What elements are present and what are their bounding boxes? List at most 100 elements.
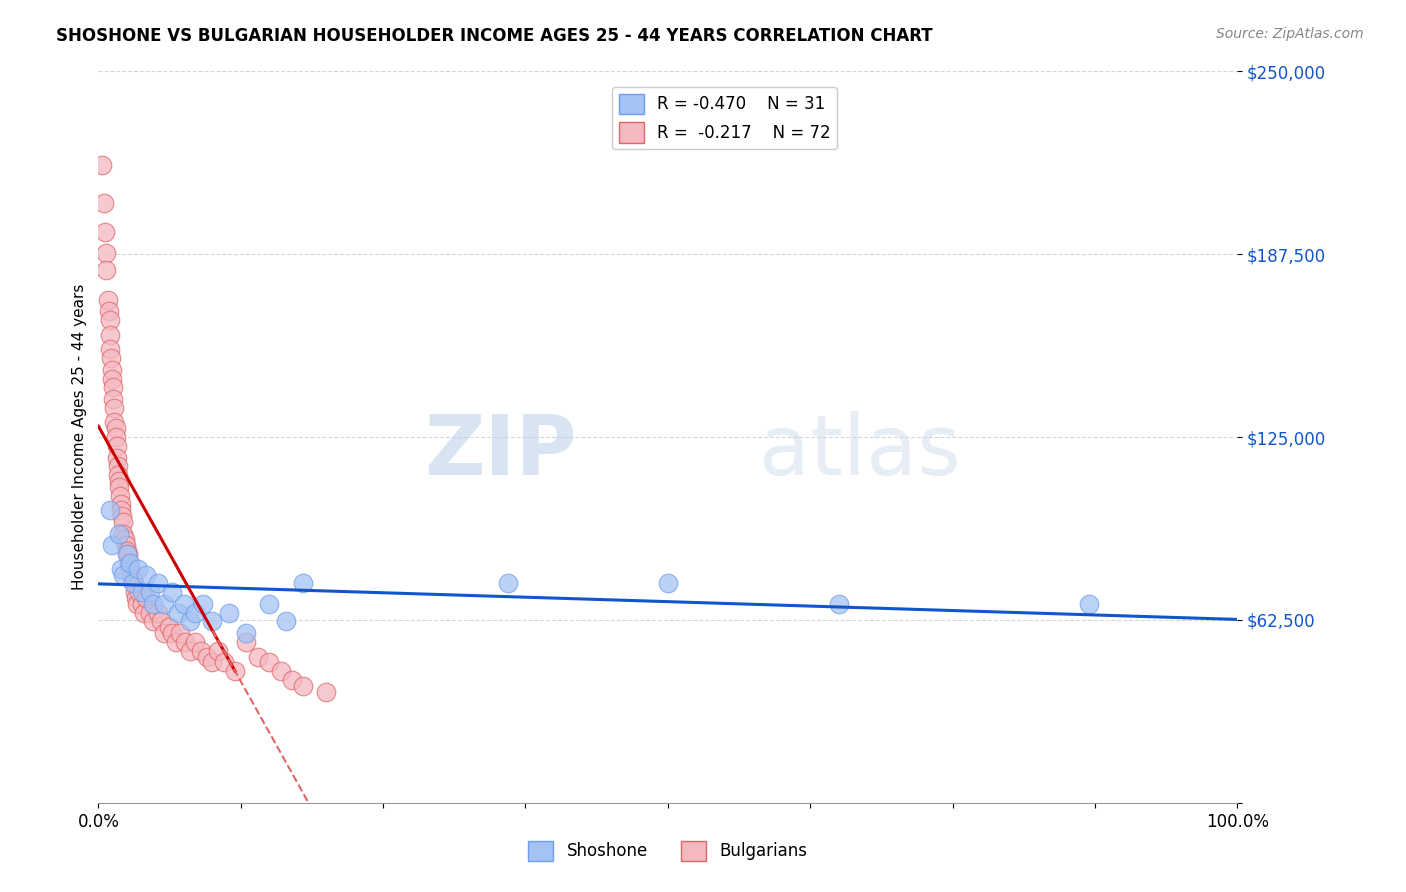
Point (110, 497, 132, 511)
Point (131, 585, 153, 599)
Point (132, 606, 155, 620)
Point (111, 509, 134, 524)
Point (142, 597, 165, 611)
Point (101, 363, 124, 377)
Point (162, 585, 184, 599)
Point (101, 371, 124, 385)
Point (103, 401, 125, 415)
Point (179, 615, 201, 629)
Point (124, 585, 146, 599)
Point (121, 574, 143, 588)
Point (115, 544, 138, 558)
Point (828, 597, 851, 611)
Point (292, 679, 315, 693)
Point (146, 606, 169, 620)
Point (96, 245, 118, 260)
Point (117, 547, 139, 561)
Point (179, 643, 201, 657)
Point (246, 649, 269, 664)
Text: ZIP: ZIP (425, 411, 576, 492)
Point (128, 585, 150, 599)
Point (120, 556, 142, 570)
Point (108, 474, 131, 488)
Point (162, 626, 184, 640)
Point (259, 597, 281, 611)
Point (103, 380, 125, 394)
Point (657, 576, 679, 591)
Point (103, 416, 125, 430)
Point (270, 664, 292, 678)
Point (135, 567, 157, 582)
Point (218, 606, 240, 620)
Point (98, 503, 121, 517)
Point (184, 635, 207, 649)
Text: atlas: atlas (759, 411, 960, 492)
Point (135, 591, 157, 605)
Point (110, 503, 132, 517)
Point (115, 547, 138, 561)
Point (1078, 597, 1101, 611)
Point (146, 576, 169, 591)
Point (201, 615, 224, 629)
Point (104, 421, 127, 435)
Point (212, 656, 235, 670)
Point (201, 656, 224, 670)
Point (190, 643, 212, 657)
Point (108, 480, 131, 494)
Text: Source: ZipAtlas.com: Source: ZipAtlas.com (1216, 27, 1364, 41)
Point (103, 392, 125, 406)
Point (97, 304, 120, 318)
Point (118, 556, 141, 570)
Point (101, 538, 124, 552)
Point (150, 615, 173, 629)
Point (120, 567, 142, 582)
Point (167, 606, 190, 620)
Point (498, 576, 520, 591)
Text: SHOSHONE VS BULGARIAN HOUSEHOLDER INCOME AGES 25 - 44 YEARS CORRELATION CHART: SHOSHONE VS BULGARIAN HOUSEHOLDER INCOME… (56, 27, 932, 45)
Point (195, 649, 218, 664)
Point (105, 439, 128, 453)
Point (127, 562, 149, 576)
Point (224, 664, 246, 678)
Point (105, 450, 128, 465)
Point (281, 673, 304, 687)
Point (157, 620, 180, 634)
Point (110, 562, 132, 576)
Point (107, 459, 129, 474)
Point (174, 635, 197, 649)
Point (112, 567, 135, 582)
Point (96, 263, 118, 277)
Point (235, 635, 257, 649)
Point (292, 576, 315, 591)
Point (153, 626, 176, 640)
Legend: Shoshone, Bulgarians: Shoshone, Bulgarians (522, 834, 814, 868)
Point (138, 606, 160, 620)
Point (122, 576, 145, 591)
Point (127, 597, 149, 611)
Point (104, 430, 127, 444)
Point (235, 626, 257, 640)
Point (173, 597, 195, 611)
Point (165, 635, 187, 649)
Point (114, 533, 136, 547)
Point (138, 585, 160, 599)
Point (120, 562, 142, 576)
Point (153, 597, 176, 611)
Point (98, 327, 121, 342)
Point (98, 343, 121, 357)
Point (125, 591, 148, 605)
Point (112, 515, 135, 529)
Point (276, 615, 298, 629)
Point (98, 313, 121, 327)
Point (112, 526, 135, 541)
Point (193, 597, 215, 611)
Point (142, 615, 165, 629)
Point (169, 626, 191, 640)
Point (108, 526, 131, 541)
Point (94, 225, 117, 239)
Point (131, 597, 153, 611)
Y-axis label: Householder Income Ages 25 - 44 years: Householder Income Ages 25 - 44 years (72, 284, 87, 591)
Point (184, 606, 207, 620)
Point (108, 489, 131, 503)
Point (315, 684, 337, 698)
